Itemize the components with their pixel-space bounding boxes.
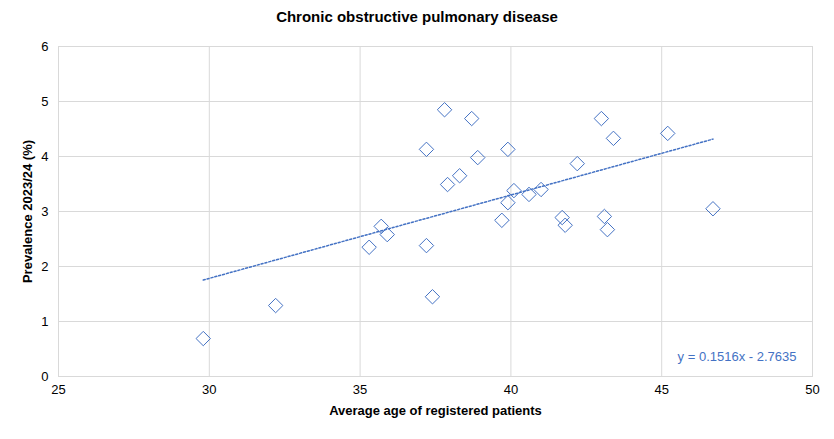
svg-text:6: 6 (41, 39, 48, 54)
svg-text:50: 50 (805, 382, 819, 397)
svg-text:4: 4 (41, 149, 48, 164)
svg-text:40: 40 (504, 382, 518, 397)
svg-text:25: 25 (51, 382, 65, 397)
svg-text:5: 5 (41, 94, 48, 109)
svg-text:45: 45 (654, 382, 668, 397)
svg-text:35: 35 (353, 382, 367, 397)
svg-text:Prevalence 2023/24 (%): Prevalence 2023/24 (%) (20, 140, 35, 283)
svg-text:2: 2 (41, 259, 48, 274)
svg-text:Average age of registered pati: Average age of registered patients (329, 403, 542, 418)
html-text:Chronic obstructive pulmonary: Chronic obstructive pulmonary disease (276, 8, 558, 25)
svg-text:30: 30 (202, 382, 216, 397)
svg-text:y = 0.1516x - 2.7635: y = 0.1516x - 2.7635 (678, 349, 797, 364)
svg-text:1: 1 (41, 314, 48, 329)
svg-text:0: 0 (41, 369, 48, 384)
svg-text:3: 3 (41, 204, 48, 219)
